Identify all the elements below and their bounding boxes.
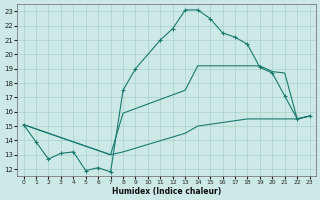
X-axis label: Humidex (Indice chaleur): Humidex (Indice chaleur) <box>112 187 221 196</box>
